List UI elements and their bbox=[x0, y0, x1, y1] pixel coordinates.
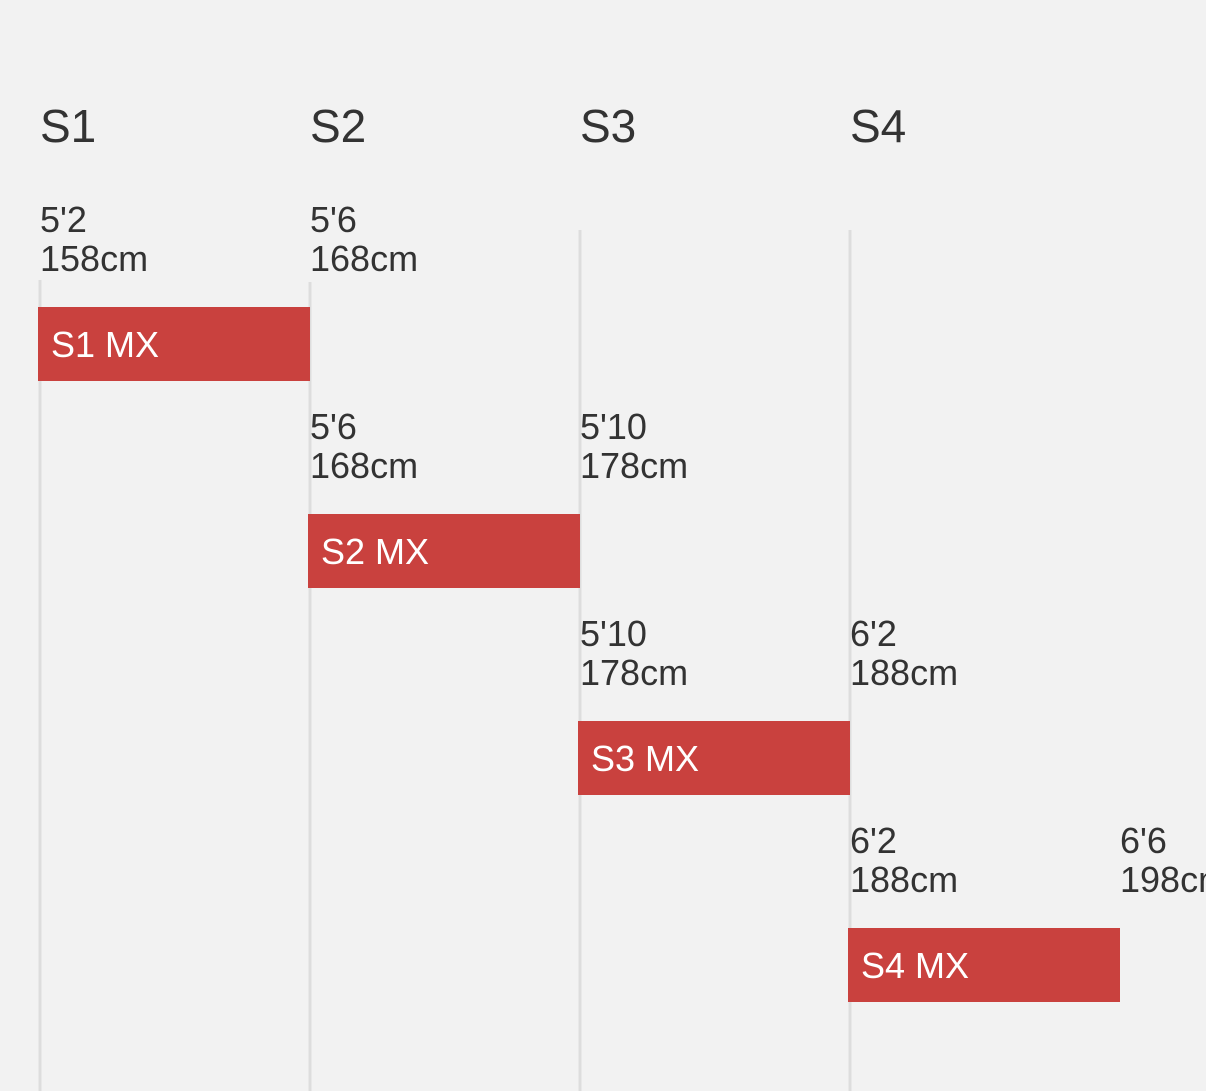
end-cm-label: 198cm bbox=[1120, 859, 1206, 900]
column-label-s4: S4 bbox=[850, 100, 906, 152]
bar-label-s4-mx: S4 MX bbox=[861, 945, 969, 986]
bar-s3-mx bbox=[578, 721, 850, 795]
end-cm-label: 178cm bbox=[580, 445, 688, 486]
bar-s2-mx bbox=[308, 514, 580, 588]
start-cm-label: 168cm bbox=[310, 445, 418, 486]
column-label-s3: S3 bbox=[580, 100, 636, 152]
end-cm-label: 188cm bbox=[850, 652, 958, 693]
bar-label-s3-mx: S3 MX bbox=[591, 738, 699, 779]
start-cm-label: 188cm bbox=[850, 859, 958, 900]
value-labels: 5'2158cm5'6168cm5'6168cm5'10178cm5'10178… bbox=[40, 199, 1206, 900]
bar-label-s1-mx: S1 MX bbox=[51, 324, 159, 365]
column-labels: S1 S2 S3 S4 bbox=[40, 100, 906, 152]
end-ft-label: 6'2 bbox=[850, 613, 897, 654]
bar-label-s2-mx: S2 MX bbox=[321, 531, 429, 572]
start-cm-label: 178cm bbox=[580, 652, 688, 693]
end-ft-label: 5'6 bbox=[310, 199, 357, 240]
start-ft-label: 5'2 bbox=[40, 199, 87, 240]
column-label-s2: S2 bbox=[310, 100, 366, 152]
column-label-s1: S1 bbox=[40, 100, 96, 152]
end-ft-label: 6'6 bbox=[1120, 820, 1167, 861]
end-ft-label: 5'10 bbox=[580, 406, 647, 447]
bars: S1 MX S2 MX S3 MX S4 MX bbox=[38, 307, 1120, 1002]
bar-s4-mx bbox=[848, 928, 1120, 1002]
bar-s1-mx bbox=[38, 307, 310, 381]
start-cm-label: 158cm bbox=[40, 238, 148, 279]
start-ft-label: 6'2 bbox=[850, 820, 897, 861]
start-ft-label: 5'6 bbox=[310, 406, 357, 447]
start-ft-label: 5'10 bbox=[580, 613, 647, 654]
end-cm-label: 168cm bbox=[310, 238, 418, 279]
